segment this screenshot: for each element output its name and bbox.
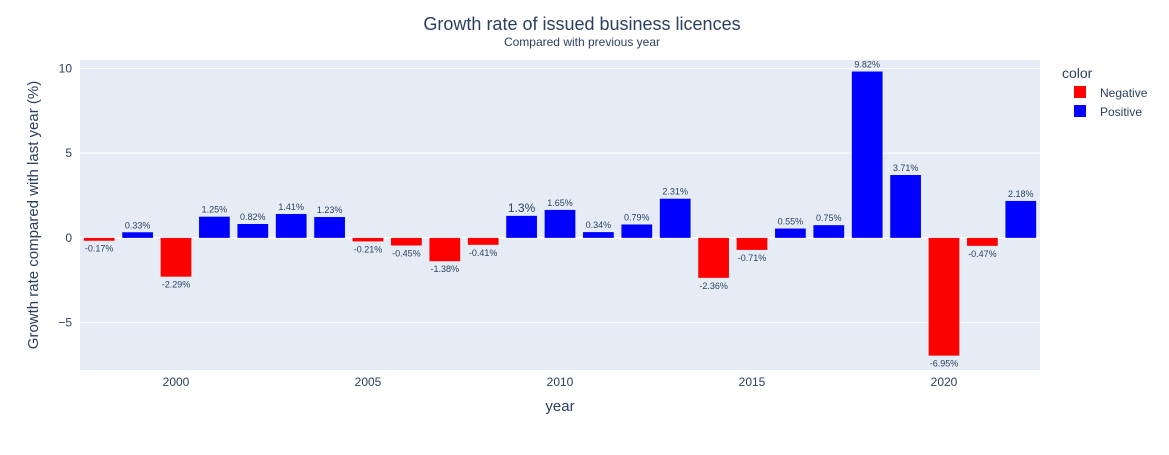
data-label-1998: -0.17% — [85, 244, 114, 254]
bar-2000[interactable] — [160, 237, 192, 277]
legend-swatch-negative — [1074, 86, 1086, 98]
y-axis-ticks: −5 0 5 10 — [58, 61, 72, 329]
bar-2010[interactable] — [544, 209, 576, 238]
y-tick-label: 10 — [59, 61, 73, 75]
data-label-2007: -1.38% — [431, 264, 460, 274]
legend-label-negative: Negative — [1100, 86, 1148, 100]
y-axis-title: Growth rate compared with last year (%) — [25, 81, 42, 349]
bar-2012[interactable] — [621, 224, 653, 238]
x-axis-ticks: 2000 2005 2010 2015 2020 — [163, 375, 958, 389]
data-label-2022: 2.18% — [1008, 189, 1034, 199]
data-label-2020: -6.95% — [930, 359, 959, 369]
data-label-2014: -2.36% — [699, 281, 728, 291]
bar-2009[interactable] — [506, 215, 537, 238]
data-label-2002: 0.82% — [240, 212, 266, 222]
legend: color Negative Positive — [1062, 65, 1148, 119]
bar-2017[interactable] — [813, 225, 845, 238]
y-tick-label: 5 — [65, 146, 72, 160]
bars — [83, 71, 1037, 356]
data-label-2021: -0.47% — [968, 249, 997, 259]
bar-2011[interactable] — [583, 232, 614, 238]
data-label-2017: 0.75% — [816, 213, 842, 223]
chart-title: Growth rate of issued business licences — [423, 14, 740, 34]
legend-title: color — [1062, 65, 1093, 81]
legend-swatch-positive — [1074, 105, 1086, 117]
bar-2021[interactable] — [967, 237, 998, 246]
data-label-2000: -2.29% — [162, 280, 191, 290]
bar-2006[interactable] — [391, 237, 422, 246]
bar-2015[interactable] — [736, 237, 768, 250]
bar-2002[interactable] — [237, 223, 269, 238]
x-tick-label: 2020 — [931, 375, 958, 389]
y-tick-label: 0 — [65, 231, 72, 245]
legend-item-negative[interactable]: Negative — [1074, 86, 1148, 100]
bar-2014[interactable] — [698, 237, 729, 278]
legend-item-positive[interactable]: Positive — [1074, 105, 1142, 119]
bar-2005[interactable] — [352, 237, 384, 242]
data-label-2003: 1.41% — [278, 202, 304, 212]
data-label-2016: 0.55% — [778, 217, 804, 227]
data-label-2010: 1.65% — [547, 198, 573, 208]
data-label-2015: -0.71% — [738, 253, 767, 263]
data-label-2008: -0.41% — [469, 248, 498, 258]
bar-2020[interactable] — [928, 237, 960, 356]
bar-2007[interactable] — [429, 237, 461, 262]
bar-2019[interactable] — [890, 175, 921, 238]
data-labels: -0.17% 0.33% -2.29% 1.25% 0.82% 1.41% 1.23% -0.… — [85, 60, 1034, 369]
data-label-1999: 0.33% — [125, 220, 151, 230]
bar-2003[interactable] — [275, 213, 307, 238]
data-label-2013: 2.31% — [662, 187, 688, 197]
data-label-2001: 1.25% — [202, 205, 228, 215]
bar-2001[interactable] — [199, 216, 230, 238]
bar-2008[interactable] — [467, 237, 499, 245]
bar-2004[interactable] — [314, 217, 345, 238]
bar-2018[interactable] — [851, 71, 883, 238]
x-tick-label: 2015 — [739, 375, 766, 389]
bar-1999[interactable] — [122, 232, 153, 238]
data-label-2006: -0.45% — [392, 248, 421, 258]
bar-2013[interactable] — [659, 198, 691, 238]
bar-2016[interactable] — [775, 228, 806, 238]
data-label-2018: 9.82% — [854, 60, 880, 70]
bar-2022[interactable] — [1005, 200, 1037, 238]
data-label-2011: 0.34% — [586, 220, 612, 230]
x-tick-label: 2000 — [163, 375, 190, 389]
data-label-2009: 1.3% — [508, 201, 536, 215]
bar-1998[interactable] — [83, 237, 115, 241]
chart-subtitle: Compared with previous year — [504, 35, 660, 49]
x-tick-label: 2005 — [355, 375, 382, 389]
data-label-2004: 1.23% — [317, 205, 343, 215]
data-label-2019: 3.71% — [893, 163, 919, 173]
y-tick-label: −5 — [58, 316, 72, 330]
data-label-2005: -0.21% — [354, 244, 383, 254]
data-label-2012: 0.79% — [624, 212, 650, 222]
x-tick-label: 2010 — [547, 375, 574, 389]
legend-label-positive: Positive — [1100, 105, 1142, 119]
x-axis-title: year — [545, 398, 574, 415]
